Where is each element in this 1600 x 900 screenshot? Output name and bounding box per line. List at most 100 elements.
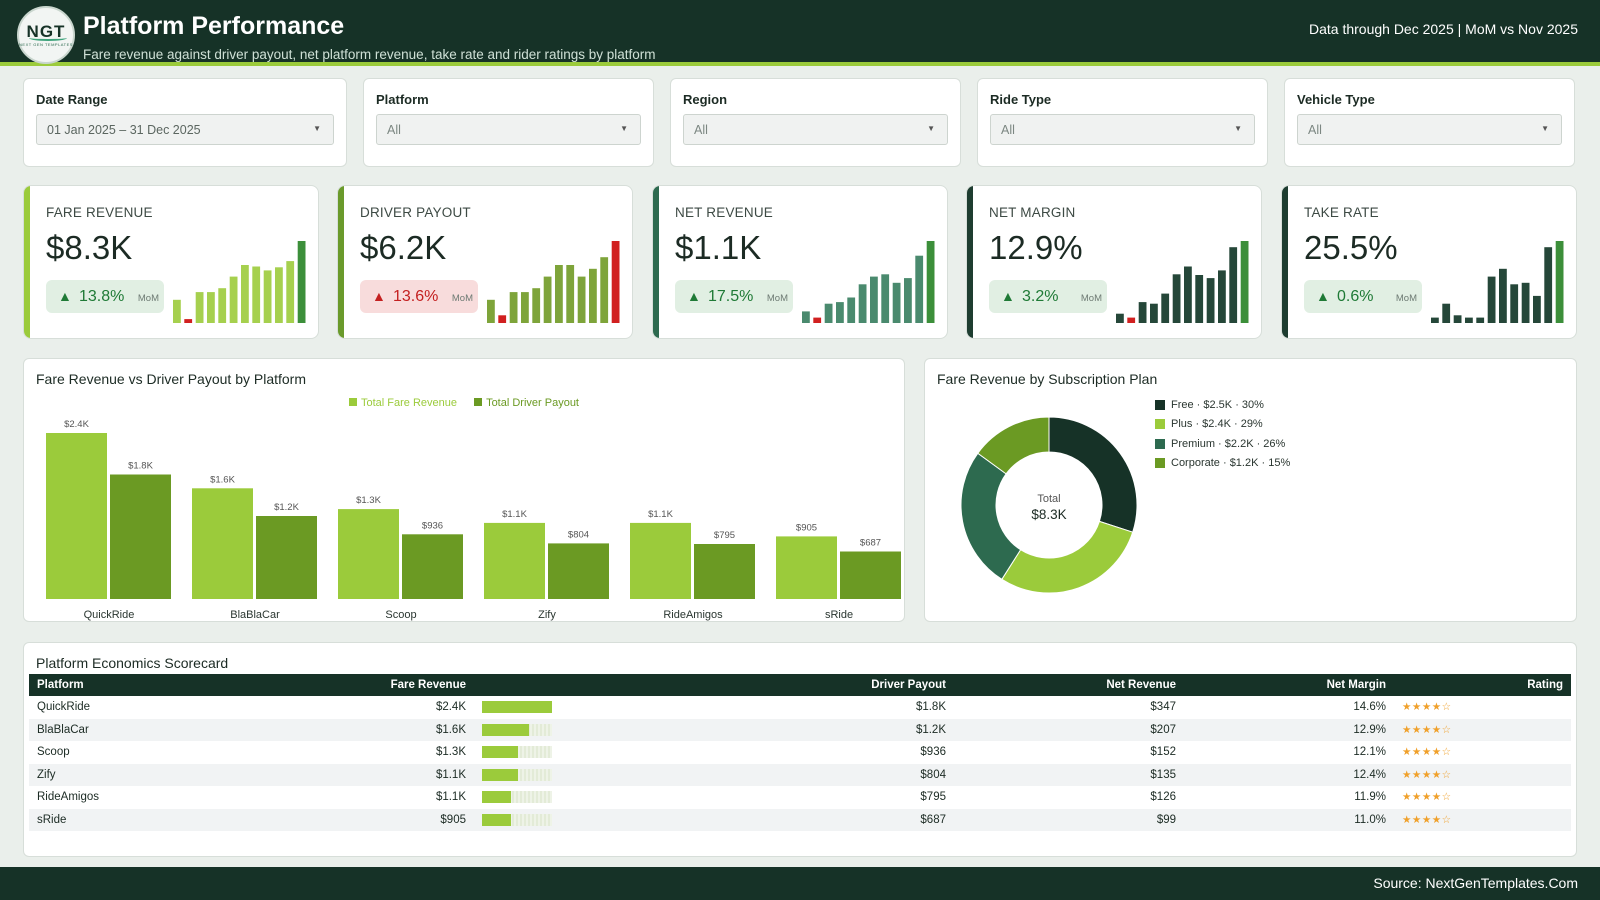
table-row[interactable]: RideAmigos $1.1K $795 $126 11.9% ★★★★☆ [29, 786, 1571, 809]
donut-legend-item[interactable]: Plus · $2.4K · 29% [1155, 415, 1290, 435]
cell-rating: ★★★★☆ [1394, 719, 1571, 742]
sparkline-bar [1431, 317, 1439, 323]
kpi-label: DRIVER PAYOUT [360, 205, 471, 220]
triangle-up-icon: ▲ [372, 288, 386, 304]
x-tick-label: BlaBlaCar [230, 609, 280, 621]
sparkline-bar [555, 265, 563, 323]
bar-payout[interactable] [256, 516, 317, 599]
cell-net-margin: 12.4% [1353, 768, 1386, 781]
kpi-card-take-rate: TAKE RATE 25.5% ▲ 0.6% MoM [1281, 185, 1577, 339]
filter-date-range: Date Range 01 Jan 2025 – 31 Dec 2025 ▼ [23, 78, 347, 167]
table-row[interactable]: BlaBlaCar $1.6K $1.2K $207 12.9% ★★★★☆ [29, 718, 1571, 742]
sparkline-bar [802, 311, 810, 323]
cell-fare-bar [474, 719, 564, 742]
sparkline-bar [824, 303, 833, 323]
bar-payout[interactable] [402, 534, 463, 599]
sparkline-bar [1521, 282, 1530, 323]
donut-legend-item[interactable]: Premium · $2.2K · 26% [1155, 434, 1290, 454]
cell-fare-bar [474, 786, 564, 809]
kpi-accent-bar [653, 186, 659, 338]
cell-net-revenue: $347 [1150, 701, 1176, 714]
kpi-card-driver-payout: DRIVER PAYOUT $6.2K ▲ 13.6% MoM [337, 185, 633, 339]
kpi-sparkline [1116, 241, 1249, 323]
cell-fare-revenue: $1.3K [435, 746, 466, 759]
sparkline-bar [207, 292, 215, 323]
sparkline-bar [275, 267, 283, 323]
column-header[interactable]: Rating [1527, 679, 1563, 691]
star-rating-icon: ★★★★☆ [1402, 768, 1452, 781]
sparkline-bar [1555, 241, 1564, 323]
cell-platform: RideAmigos [37, 791, 99, 804]
sparkline-bar [1150, 303, 1158, 323]
cell-platform: QuickRide [37, 701, 91, 714]
sparkline-bar [286, 261, 295, 323]
column-header[interactable]: Net Revenue [1106, 679, 1176, 691]
bar-payout[interactable] [110, 474, 171, 600]
bar-fare[interactable] [776, 536, 837, 599]
kpi-card-net-margin: NET MARGIN 12.9% ▲ 3.2% MoM [966, 185, 1262, 339]
sparkline-bar [847, 297, 856, 323]
star-rating-icon: ★★★★☆ [1402, 723, 1452, 736]
region-select[interactable]: All ▼ [683, 114, 948, 145]
sparkline-bar [1453, 315, 1462, 323]
sparkline-bar [904, 278, 912, 323]
donut-slice[interactable] [960, 452, 1022, 580]
cell-fare-revenue: $1.1K [435, 791, 466, 804]
sparkline-bar [1172, 274, 1181, 323]
donut-slice[interactable] [977, 416, 1050, 475]
bar-fare[interactable] [192, 488, 253, 599]
kpi-label: TAKE RATE [1304, 205, 1379, 220]
filter-label: Region [683, 92, 728, 107]
sparkline-bar [1218, 270, 1226, 323]
bar-payout[interactable] [840, 551, 901, 600]
kpi-sparkline [1431, 241, 1564, 323]
donut-slice[interactable] [1001, 520, 1134, 594]
kpi-label: FARE REVENUE [46, 205, 153, 220]
column-header[interactable]: Net Margin [1326, 679, 1386, 691]
platform-select[interactable]: All ▼ [376, 114, 641, 145]
legend-label: Total Driver Payout [486, 397, 579, 409]
fare-share-bar-track [482, 791, 552, 804]
table-row[interactable]: Scoop $1.3K $936 $152 12.1% ★★★★☆ [29, 741, 1571, 764]
bar-fare[interactable] [630, 522, 691, 599]
bar-payout[interactable] [548, 543, 609, 599]
kpi-change-value: 17.5% [708, 288, 754, 305]
star-rating-icon: ★★★★☆ [1402, 746, 1452, 759]
sparkline-bar [870, 276, 878, 323]
chevron-down-icon: ▼ [1234, 124, 1242, 133]
cell-rating: ★★★★☆ [1394, 809, 1571, 832]
ride-type-select[interactable]: All ▼ [990, 114, 1255, 145]
bar-fare[interactable] [484, 522, 545, 599]
bar-fare[interactable] [46, 433, 107, 599]
logo-subtext: NEXT GEN TEMPLATES [19, 42, 73, 47]
vehicle-type-select[interactable]: All ▼ [1297, 114, 1562, 145]
sparkline-bar [229, 276, 238, 323]
column-header[interactable]: Platform [37, 679, 84, 691]
x-tick-label: QuickRide [84, 609, 135, 621]
star-rating-icon: ★★★★☆ [1402, 791, 1452, 804]
legend-item-payout[interactable]: Total Driver Payout [474, 397, 579, 409]
donut-legend-item[interactable]: Free · $2.5K · 30% [1155, 395, 1290, 415]
date-range-select[interactable]: 01 Jan 2025 – 31 Dec 2025 ▼ [36, 114, 334, 145]
sparkline-bar [1442, 303, 1451, 323]
legend-item-fare[interactable]: Total Fare Revenue [349, 397, 457, 409]
select-value: 01 Jan 2025 – 31 Dec 2025 [47, 123, 201, 137]
column-header[interactable]: Fare Revenue [390, 679, 466, 691]
triangle-up-icon: ▲ [1316, 288, 1330, 304]
column-header[interactable]: Driver Payout [871, 679, 946, 691]
table-row[interactable]: Zify $1.1K $804 $135 12.4% ★★★★☆ [29, 763, 1571, 786]
chevron-down-icon: ▼ [620, 124, 628, 133]
table-row[interactable]: QuickRide $2.4K $1.8K $347 14.6% ★★★★☆ [29, 696, 1571, 719]
cell-net-margin: 11.9% [1354, 791, 1386, 804]
table-row[interactable]: sRide $905 $687 $99 11.0% ★★★★☆ [29, 808, 1571, 832]
kpi-accent-bar [338, 186, 344, 338]
kpi-sparkline [173, 241, 306, 323]
bar-fare[interactable] [338, 509, 399, 599]
cell-driver-payout: $687 [920, 813, 946, 826]
bar-payout[interactable] [694, 544, 755, 599]
cell-net-margin: 12.9% [1353, 723, 1386, 736]
cell-net-margin: 14.6% [1353, 701, 1386, 714]
cell-driver-payout: $1.8K [915, 701, 946, 714]
donut-slice[interactable] [1048, 416, 1138, 533]
donut-legend-item[interactable]: Corporate · $1.2K · 15% [1155, 454, 1290, 474]
